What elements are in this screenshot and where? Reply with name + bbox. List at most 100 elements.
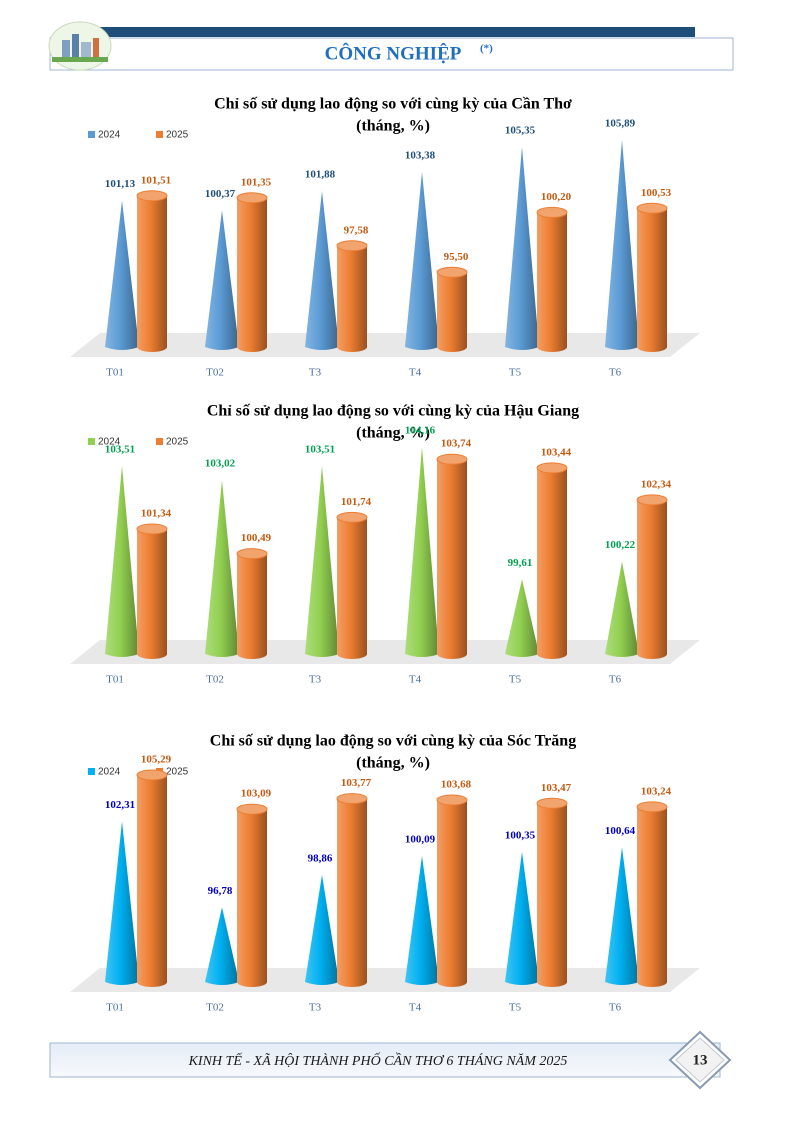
value-label: 100,49 xyxy=(241,532,272,544)
cone xyxy=(305,191,339,350)
cone xyxy=(505,579,539,657)
value-label: 105,89 xyxy=(605,118,636,130)
value-label: 103,24 xyxy=(641,785,672,797)
value-label: 103,77 xyxy=(341,777,372,789)
cylinder-top xyxy=(336,511,368,523)
cylinder xyxy=(237,809,267,987)
x-tick-label: T01 xyxy=(106,1002,124,1014)
value-label: 103,09 xyxy=(241,788,272,800)
header-note: (*) xyxy=(480,43,493,55)
cone xyxy=(505,146,539,350)
legend-swatch xyxy=(88,768,95,775)
cone xyxy=(405,171,439,350)
cone xyxy=(105,821,139,985)
value-label: 100,37 xyxy=(205,188,236,200)
cylinder-top xyxy=(436,453,468,465)
value-label: 105,35 xyxy=(505,124,536,136)
cylinder xyxy=(537,467,567,659)
x-tick-label: T01 xyxy=(106,674,124,686)
value-label: 100,09 xyxy=(405,833,436,845)
value-label: 99,61 xyxy=(508,557,533,569)
x-tick-label: T5 xyxy=(509,1002,522,1014)
cylinder xyxy=(137,195,167,352)
cylinder xyxy=(637,806,667,987)
footer-text: KINH TẾ - XÃ HỘI THÀNH PHỐ CẦN THƠ 6 THÁ… xyxy=(188,1051,568,1069)
x-tick-label: T01 xyxy=(106,367,124,379)
value-label: 101,13 xyxy=(105,178,136,190)
x-tick-label: T6 xyxy=(609,1002,622,1014)
page-number: 13 xyxy=(693,1052,708,1068)
legend-swatch xyxy=(156,438,163,445)
cylinder-top xyxy=(136,190,168,202)
value-label: 101,35 xyxy=(241,176,272,188)
chart-subtitle: (tháng, %) xyxy=(356,425,430,442)
x-tick-label: T02 xyxy=(206,674,224,686)
cylinder xyxy=(337,245,367,352)
x-tick-label: T02 xyxy=(206,1002,224,1014)
cylinder xyxy=(137,528,167,659)
chart-title: Chỉ số sử dụng lao động so với cùng kỳ c… xyxy=(207,403,579,420)
value-label: 103,51 xyxy=(105,443,135,455)
page-badge-inner xyxy=(675,1037,725,1083)
x-tick-label: T4 xyxy=(409,1002,422,1014)
cylinder xyxy=(437,459,467,659)
value-label: 104,16 xyxy=(405,425,436,437)
cone xyxy=(605,847,639,985)
cone xyxy=(105,200,139,350)
legend-label: 2025 xyxy=(166,437,189,448)
cylinder-top xyxy=(536,797,568,809)
chart-subtitle: (tháng, %) xyxy=(356,755,430,772)
legend-label: 2025 xyxy=(166,130,189,141)
logo xyxy=(48,21,112,71)
cylinder xyxy=(637,208,667,352)
legend-label: 2024 xyxy=(98,130,121,141)
cone xyxy=(405,855,439,985)
value-label: 102,31 xyxy=(105,799,135,811)
cylinder-top xyxy=(636,801,668,813)
cone xyxy=(305,465,339,657)
legend-label: 2024 xyxy=(98,767,121,778)
cylinder-top xyxy=(236,548,268,560)
cylinder-top xyxy=(436,794,468,806)
value-label: 103,38 xyxy=(405,149,436,161)
value-label: 100,35 xyxy=(505,829,536,841)
cylinder xyxy=(537,212,567,352)
cone xyxy=(605,140,639,350)
x-tick-label: T5 xyxy=(509,367,522,379)
value-label: 101,51 xyxy=(141,174,171,186)
x-tick-label: T5 xyxy=(509,674,522,686)
header-title: CÔNG NGHIỆP xyxy=(325,42,462,64)
value-label: 97,58 xyxy=(344,224,369,236)
value-label: 103,02 xyxy=(205,458,236,470)
x-tick-label: T3 xyxy=(309,1002,322,1014)
cylinder-top xyxy=(536,462,568,474)
chart-title: Chỉ số sử dụng lao động so với cùng kỳ c… xyxy=(214,96,572,113)
legend-label: 2024 xyxy=(98,437,121,448)
cylinder xyxy=(337,798,367,987)
x-tick-label: T6 xyxy=(609,674,622,686)
chart-title: Chỉ số sử dụng lao động so với cùng kỳ c… xyxy=(210,733,576,750)
cylinder-top xyxy=(536,206,568,218)
chart-subtitle: (tháng, %) xyxy=(356,118,430,135)
x-tick-label: T4 xyxy=(409,674,422,686)
value-label: 95,50 xyxy=(444,251,469,263)
value-label: 96,78 xyxy=(208,885,233,897)
cylinder xyxy=(237,197,267,352)
value-label: 101,88 xyxy=(305,169,336,181)
cylinder-top xyxy=(136,523,168,535)
value-label: 103,51 xyxy=(305,443,335,455)
cone xyxy=(205,480,239,657)
value-label: 100,20 xyxy=(541,191,572,203)
cone xyxy=(305,874,339,985)
value-label: 103,47 xyxy=(541,782,572,794)
value-label: 105,29 xyxy=(141,754,172,766)
x-tick-label: T3 xyxy=(309,674,322,686)
footer-box xyxy=(49,1042,721,1078)
cylinder-top xyxy=(236,803,268,815)
value-label: 100,64 xyxy=(605,825,636,837)
cone xyxy=(105,465,139,657)
value-label: 98,86 xyxy=(308,852,333,864)
cylinder xyxy=(237,553,267,659)
cylinder-top xyxy=(236,192,268,204)
